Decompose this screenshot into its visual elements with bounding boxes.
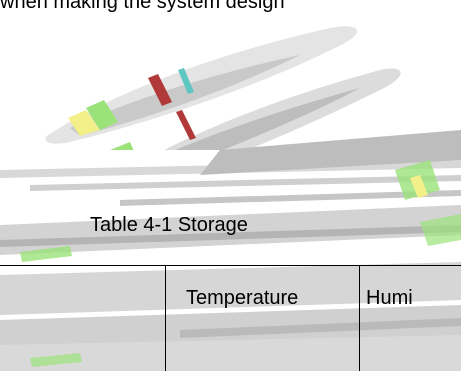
- storage-table: Temperature Humi: [0, 265, 461, 371]
- table-header-humidity: Humi: [366, 287, 413, 309]
- table-column-divider: [359, 265, 360, 371]
- table-header-temperature: Temperature: [186, 287, 299, 309]
- body-text-line: when making the system design: [0, 0, 285, 13]
- table-caption: Table 4-1 Storage: [90, 214, 248, 236]
- table-top-border: [0, 265, 461, 266]
- table-column-divider: [165, 265, 166, 371]
